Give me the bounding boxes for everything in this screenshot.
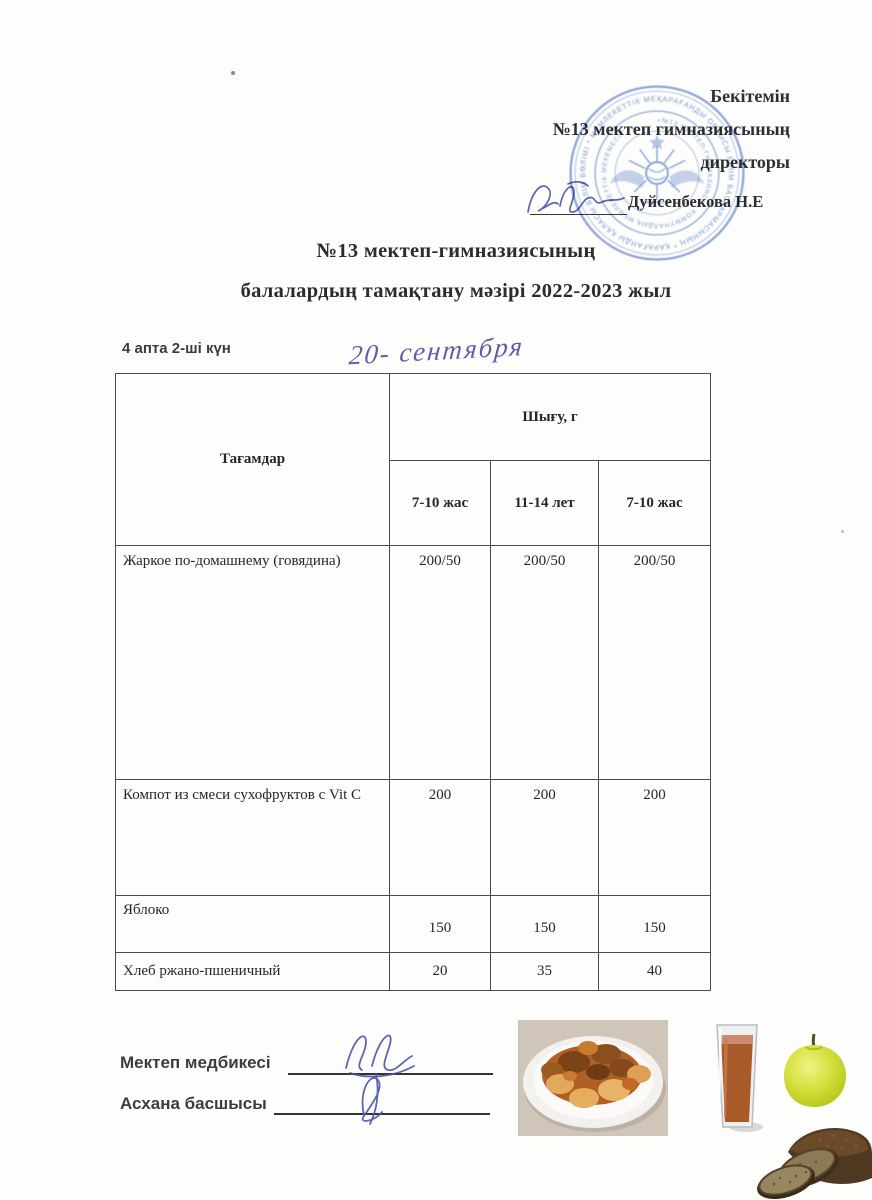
stamp-inner-text: «№13 МЕКТЕП-ГИМНАЗИЯСЫ» КОММУНАЛДЫҚ МЕМЛ… xyxy=(601,117,713,229)
canteen-signature xyxy=(361,1073,383,1125)
approval-line-2: №13 мектеп гимназиясының xyxy=(552,119,790,139)
approval-line-1: Бекітемін xyxy=(710,86,790,106)
rye-bread-photo xyxy=(757,1128,872,1200)
portion-value: 200 xyxy=(490,779,599,896)
apple-photo xyxy=(784,1033,846,1107)
canteen-label: Асхана басшысы xyxy=(120,1094,267,1113)
nurse-label: Мектеп медбикесі xyxy=(120,1053,271,1072)
table-row: Яблоко 150 150 150 xyxy=(115,895,712,953)
portion-value: 150 xyxy=(389,895,491,953)
compote-glass-photo xyxy=(716,1024,763,1132)
table-row: Компот из смеси сухофруктов с Vit C 200 … xyxy=(115,779,712,896)
stamp-emblem-icon xyxy=(609,134,705,204)
portion-value: 200/50 xyxy=(389,545,491,780)
title-line-2: балалардың тамақтану мәзірі 2022-2023 жы… xyxy=(240,280,672,302)
scan-speck xyxy=(841,530,844,533)
director-signature xyxy=(527,180,625,213)
menu-table: Тағамдар Шығу, г 7-10 жас 11-14 лет 7-10… xyxy=(115,373,712,991)
table-row: Хлеб ржано-пшеничный 20 35 40 xyxy=(115,952,712,991)
scan-speck xyxy=(231,71,235,75)
week-day-label: 4 апта 2-ші күн xyxy=(122,340,231,357)
portion-value: 200/50 xyxy=(597,545,712,780)
dish-name: Компот из смеси сухофруктов с Vit C xyxy=(115,779,390,896)
portion-value: 200 xyxy=(597,779,712,896)
portion-value: 200 xyxy=(389,779,491,896)
official-stamp: ҚАРАҒАНДЫ ОБЛЫСЫ БІЛІМ БАСҚАРМАСЫНЫҢ * Қ… xyxy=(566,82,745,261)
table-row: Жаркое по-домашнему (говядина) 200/50 20… xyxy=(115,545,712,780)
output-group-header: Шығу, г xyxy=(388,373,712,461)
age-column-header: 11-14 лет xyxy=(490,460,599,546)
dish-name: Жаркое по-домашнему (говядина) xyxy=(115,545,390,780)
nurse-signature xyxy=(345,1034,415,1078)
signature-line xyxy=(530,196,627,215)
dish-name: Яблоко xyxy=(115,895,390,953)
dish-name: Хлеб ржано-пшеничный xyxy=(115,952,390,991)
dish-column-header: Тағамдар xyxy=(115,373,390,546)
canteen-signature-line xyxy=(274,1095,490,1115)
approval-line-3: директоры xyxy=(700,152,790,172)
roast-plate-photo xyxy=(518,1020,668,1136)
portion-value: 35 xyxy=(490,952,599,991)
portion-value: 40 xyxy=(597,952,712,991)
director-name: Дуйсенбекова Н.Е xyxy=(628,192,764,211)
handwritten-date: 20- сентября xyxy=(348,331,526,370)
portion-value: 150 xyxy=(597,895,712,953)
portion-value: 200/50 xyxy=(490,545,599,780)
portion-value: 20 xyxy=(389,952,491,991)
svg-text:20- сентября: 20- сентября xyxy=(348,331,526,370)
document-title: №13 мектеп-гимназиясының балалардың тама… xyxy=(90,240,822,320)
approval-block: Бекітемін №13 мектеп гимназиясының дирек… xyxy=(553,86,790,185)
age-column-header: 7-10 жас xyxy=(389,460,491,546)
title-line-1: №13 мектеп-гимназиясының xyxy=(316,240,596,262)
age-column-header: 7-10 жас xyxy=(597,460,712,546)
portion-value: 150 xyxy=(490,895,599,953)
